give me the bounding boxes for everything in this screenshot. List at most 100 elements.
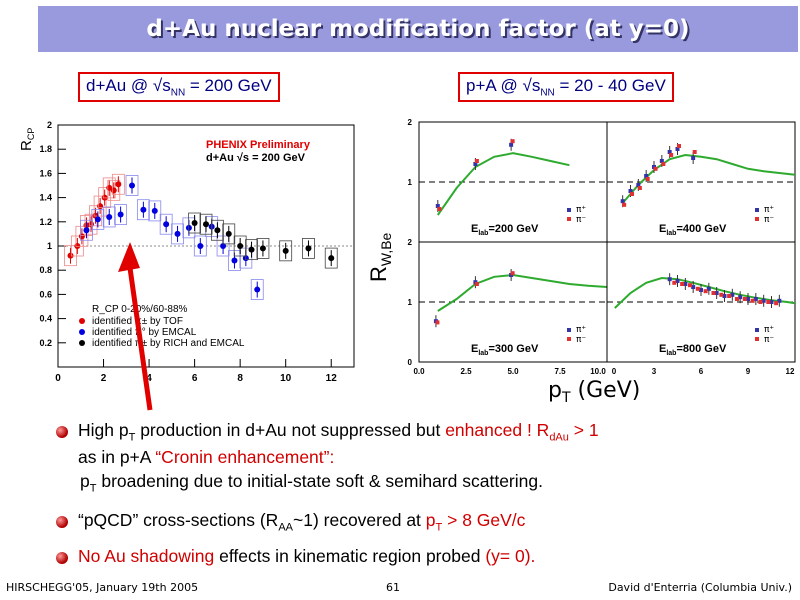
rcp-y-tick-label: 0.8 bbox=[39, 265, 52, 275]
rwbe-legend-marker bbox=[567, 208, 571, 212]
rcp-data-point bbox=[231, 257, 238, 264]
rcp-legend-marker bbox=[79, 340, 85, 346]
rcp-systematic-box bbox=[210, 219, 224, 241]
rcp-systematic-box bbox=[245, 239, 258, 261]
rwbe-panel-1: π⁺π⁻ Elab=200 GeV bbox=[418, 121, 608, 243]
rwbe-pi-minus-point bbox=[510, 271, 515, 276]
rwbe-energy-label: Elab=400 GeV bbox=[659, 223, 727, 237]
rcp-data-point bbox=[191, 220, 198, 227]
rwbe-pi-plus-point bbox=[738, 295, 743, 300]
rcp-data-point bbox=[151, 207, 158, 214]
rwbe-pi-minus-point bbox=[695, 286, 700, 291]
rcp-data-point bbox=[174, 230, 181, 237]
rwbe-legend-marker bbox=[755, 208, 759, 212]
rwbe-panel-3: π⁺π⁻ Elab=300 GeV bbox=[418, 241, 608, 363]
rwbe-pi-minus-point bbox=[734, 297, 739, 301]
rwbe-energy-label: Elab=200 GeV bbox=[471, 223, 539, 237]
rcp-data-point bbox=[254, 286, 261, 293]
rcp-systematic-box bbox=[302, 238, 315, 259]
rwbe-pi-minus-point bbox=[680, 282, 685, 286]
rwbe-pi-minus-point bbox=[677, 144, 681, 148]
rwbe-pi-minus-point bbox=[727, 294, 732, 298]
rwbe-y-tick-label: 1 bbox=[408, 178, 413, 187]
rcp-systematic-box bbox=[93, 195, 107, 217]
rwbe-theory-curve bbox=[621, 153, 796, 204]
rcp-y-tick-label: 0.2 bbox=[39, 338, 52, 348]
rcp-data-point bbox=[163, 221, 170, 228]
rwbe-pi-plus-point bbox=[473, 162, 478, 166]
rcp-y-tick-label: 1.4 bbox=[39, 193, 52, 203]
rcp-systematic-box bbox=[222, 223, 236, 245]
rwbe-pi-plus-point bbox=[691, 285, 696, 289]
rcp-y-tick-label: 1.6 bbox=[39, 168, 52, 178]
rwbe-x-tick-label: 6 bbox=[699, 367, 704, 376]
rwbe-pi-plus-point bbox=[769, 300, 774, 304]
rcp-systematic-box bbox=[233, 235, 247, 257]
rwbe-pi-plus-point bbox=[777, 298, 782, 303]
rcp-data-point bbox=[67, 252, 74, 259]
rwbe-legend-marker bbox=[755, 337, 759, 341]
rcp-systematic-box bbox=[171, 223, 184, 245]
rcp-systematic-box bbox=[193, 235, 207, 257]
rwbe-pi-plus-point bbox=[691, 156, 696, 160]
rcp-data-point bbox=[78, 233, 85, 240]
rcp-data-point bbox=[83, 227, 90, 234]
rwbe-legend-label: π⁻ bbox=[576, 215, 586, 225]
rwbe-legend-marker bbox=[567, 328, 571, 332]
dau-energy-label: d+Au @ √sNN = 200 GeV bbox=[78, 72, 280, 103]
rwbe-pi-minus-point bbox=[672, 280, 677, 285]
rwbe-x-axis: 0.0 2.5 5.0 7.5 10.0 0 3 6 9 12 bbox=[413, 367, 795, 376]
dau-label-prefix: d+Au @ √s bbox=[86, 76, 171, 95]
rwbe-x-tick-label: 0 bbox=[612, 367, 617, 376]
rcp-systematic-box bbox=[148, 200, 162, 222]
pa-label-suffix: = 20 - 40 GeV bbox=[554, 76, 666, 95]
rcp-ylabel: RCP bbox=[18, 128, 36, 151]
bullet-cronin-line2: as in p+A “Cronin enhancement”: bbox=[78, 447, 335, 467]
rwbe-chart: RW,Be pT (GeV) π⁺π⁻Elab=200 GeVπ⁺π⁻Elab=… bbox=[366, 118, 796, 402]
rwbe-pi-minus-point bbox=[742, 297, 747, 301]
rcp-x-tick-label: 6 bbox=[192, 373, 198, 384]
rwbe-pi-minus-point bbox=[645, 177, 650, 181]
rwbe-legend-label: π⁻ bbox=[576, 335, 586, 345]
footer-left: HIRSCHEGG'05, January 19th 2005 bbox=[6, 581, 199, 594]
rcp-chart-title: PHENIX Preliminary bbox=[206, 139, 311, 151]
slide-title: d+Au nuclear modification factor (at y=0… bbox=[146, 16, 690, 42]
rwbe-pi-minus-point bbox=[669, 153, 674, 157]
rwbe-pi-plus-point bbox=[683, 282, 688, 286]
rcp-x-tick-label: 8 bbox=[237, 373, 243, 384]
rwbe-pi-minus-point bbox=[474, 282, 479, 286]
rcp-systematic-box bbox=[80, 219, 93, 241]
rwbe-energy-label: Elab=800 GeV bbox=[659, 343, 727, 357]
rwbe-legend-label: π⁻ bbox=[764, 215, 774, 225]
bullet-dot-icon bbox=[56, 516, 68, 528]
rwbe-panel-2: π⁺π⁻ Elab=400 GeV bbox=[606, 121, 796, 243]
bullet-dot-icon bbox=[56, 552, 68, 564]
rcp-chart: RCP PHENIX Preliminary d+Au √s = 200 GeV… bbox=[18, 120, 355, 384]
rcp-systematic-box bbox=[84, 213, 98, 235]
rcp-systematic-box bbox=[136, 199, 150, 221]
rwbe-pi-plus-point bbox=[675, 147, 680, 151]
rcp-data-point bbox=[88, 221, 95, 228]
rwbe-pi-minus-point bbox=[719, 292, 724, 297]
rcp-data-point bbox=[248, 246, 255, 253]
rcp-data-point bbox=[106, 213, 113, 220]
rwbe-legend-label: π⁺ bbox=[576, 325, 586, 335]
rwbe-pi-plus-point bbox=[730, 292, 735, 297]
rwbe-pi-minus-point bbox=[692, 150, 697, 154]
rwbe-pi-plus-point bbox=[675, 279, 680, 283]
rwbe-xlabel: pT (GeV) bbox=[548, 378, 640, 402]
rwbe-pi-minus-point bbox=[750, 298, 755, 303]
rwbe-legend-marker bbox=[755, 217, 759, 221]
rwbe-legend-label: π⁺ bbox=[764, 325, 774, 335]
rwbe-pi-plus-point bbox=[722, 294, 727, 298]
rcp-data-point bbox=[237, 243, 244, 249]
rcp-data-point bbox=[305, 245, 312, 252]
rwbe-pi-minus-point bbox=[437, 207, 442, 211]
rwbe-pi-minus-point bbox=[653, 166, 658, 171]
rwbe-pi-plus-point bbox=[636, 183, 641, 187]
rwbe-legend-marker bbox=[567, 217, 571, 221]
rcp-systematic-box bbox=[324, 247, 338, 269]
rwbe-legend-marker bbox=[755, 328, 759, 332]
rwbe-pi-minus-point bbox=[703, 289, 708, 294]
rcp-data-point bbox=[328, 255, 335, 262]
